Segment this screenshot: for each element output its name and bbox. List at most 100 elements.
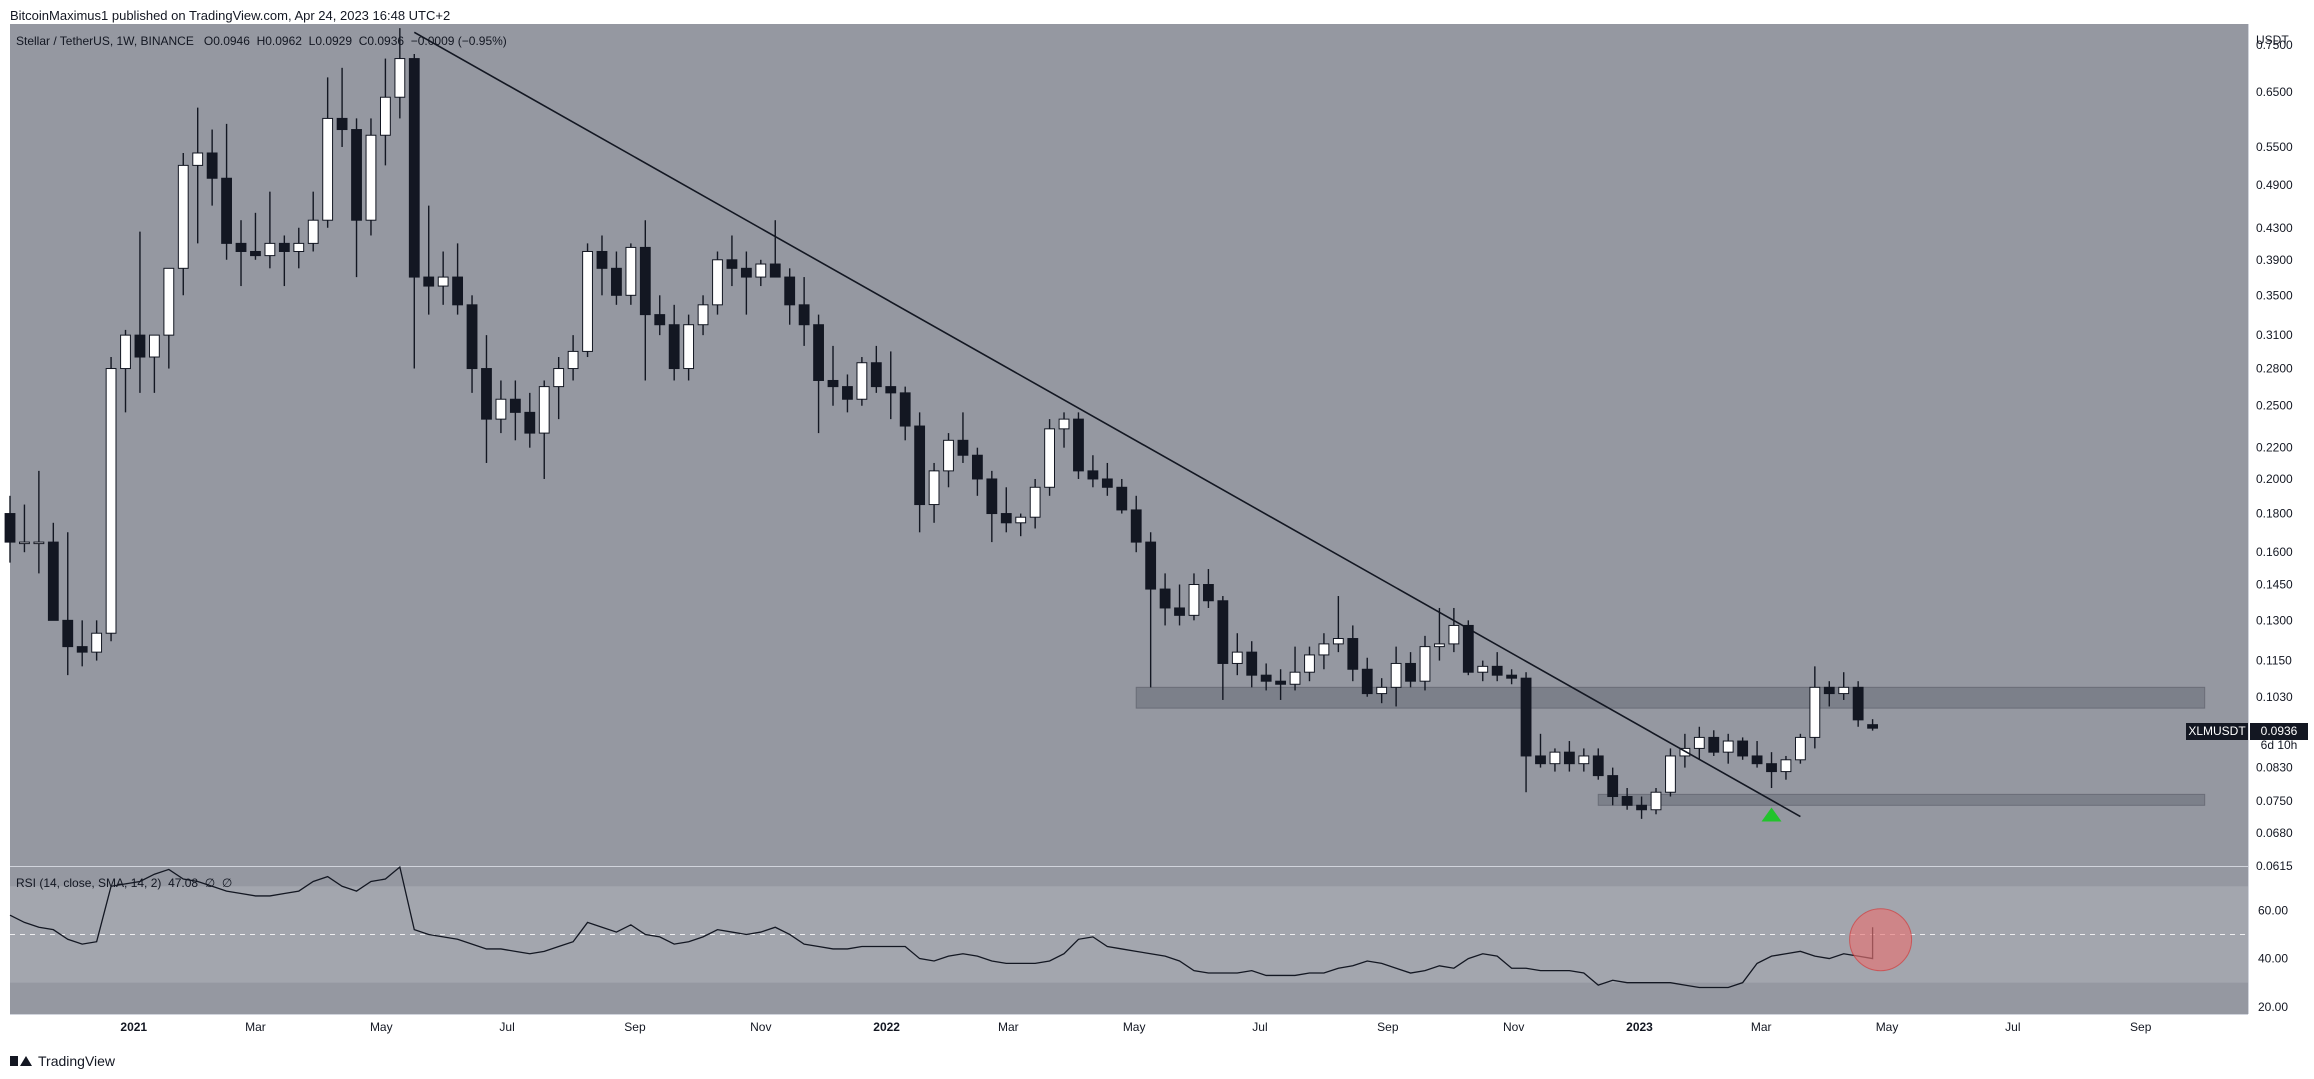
rsi-indicator <box>9 865 2248 989</box>
candle-body-95 <box>1376 686 1388 695</box>
time-tick-label: 2022 <box>873 1020 900 1034</box>
price-tick-label: 0.3100 <box>2256 328 2293 342</box>
time-tick-label: Mar <box>245 1020 266 1034</box>
candle-body-82 <box>1188 584 1200 616</box>
price-axis-background <box>2248 24 2314 1038</box>
chart-markers <box>1761 807 1782 822</box>
candle-body-36 <box>524 411 536 434</box>
price-tick-label: 0.4900 <box>2256 178 2293 192</box>
candle-body-13 <box>192 152 204 166</box>
price-tick-label: 0.1450 <box>2256 578 2293 592</box>
candle-body-118 <box>1708 736 1720 753</box>
price-tick-label: 0.2800 <box>2256 362 2293 376</box>
time-tick-label: Sep <box>1377 1020 1399 1034</box>
candle-body-16 <box>235 242 247 252</box>
candle-body-51 <box>740 267 752 278</box>
candle-body-49 <box>712 259 723 306</box>
candle-body-108 <box>1563 751 1575 765</box>
candle-body-115 <box>1665 755 1676 793</box>
low-value: 0.0929 <box>315 34 353 48</box>
candle-body-114 <box>1650 791 1662 811</box>
candle-body-120 <box>1737 740 1749 757</box>
candle-body-109 <box>1578 755 1590 765</box>
time-tick-label: Sep <box>2130 1020 2152 1034</box>
green-up-arrow-icon <box>1761 807 1782 822</box>
candle-body-1 <box>19 541 30 545</box>
candle-body-100 <box>1448 624 1460 645</box>
published-line: BitcoinMaximus1 published on TradingView… <box>10 8 451 23</box>
time-tick-label: May <box>370 1020 393 1034</box>
time-tick-label: Jul <box>2005 1020 2020 1034</box>
candle-body-75 <box>1087 470 1099 480</box>
time-tick-label: Nov <box>750 1020 771 1034</box>
price-tick-label: 0.2500 <box>2256 399 2293 413</box>
price-tick-label: 0.1600 <box>2256 545 2293 559</box>
candle-body-98 <box>1419 646 1431 682</box>
candle-body-110 <box>1592 755 1604 777</box>
candle-body-15 <box>221 177 232 244</box>
change-value: −0.0009 (−0.95%) <box>410 34 507 48</box>
rsi-legend: RSI (14, close, SMA, 14, 2) 47.08 ∅ ∅ <box>16 876 232 890</box>
candle-body-89 <box>1289 671 1301 685</box>
candle-body-78 <box>1130 509 1142 543</box>
candle-body-90 <box>1304 654 1315 673</box>
time-tick-label: Mar <box>1751 1020 1772 1034</box>
zone-1 <box>1597 793 2206 806</box>
candle-body-61 <box>885 386 897 394</box>
price-tick-label: 0.5500 <box>2256 140 2293 154</box>
candle-body-53 <box>769 263 781 278</box>
candle-body-63 <box>914 425 926 506</box>
candle-body-128 <box>1852 686 1864 721</box>
time-tick-label: May <box>1123 1020 1146 1034</box>
candle-body-0 <box>4 513 16 543</box>
rsi-label: RSI (14, close, SMA, 14, 2) <box>16 876 162 890</box>
candle-body-44 <box>639 246 651 316</box>
candle-body-69 <box>1000 513 1012 524</box>
candle-body-112 <box>1621 796 1633 806</box>
candle-body-92 <box>1332 638 1344 645</box>
candle-body-57 <box>827 379 839 388</box>
time-tick-label: May <box>1876 1020 1899 1034</box>
candle-body-83 <box>1203 584 1214 602</box>
candle-body-10 <box>148 334 160 358</box>
candle-body-52 <box>755 263 767 278</box>
symbol-legend: Stellar / TetherUS, 1W, BINANCE O0.0946 … <box>16 34 507 48</box>
candle-body-86 <box>1246 651 1258 676</box>
candle-body-71 <box>1029 486 1041 518</box>
price-tick-label: 0.3900 <box>2256 253 2293 267</box>
trendline-segment <box>413 31 1801 818</box>
candle-body-34 <box>495 398 507 420</box>
candle-body-87 <box>1260 674 1272 682</box>
candle-body-62 <box>899 392 911 427</box>
rsi-highlight-circle <box>1849 908 1913 972</box>
bar-countdown: 6d 10h <box>2260 738 2298 752</box>
candle-body-107 <box>1549 751 1561 765</box>
candle-body-8 <box>120 334 131 370</box>
candle-body-26 <box>379 96 391 136</box>
candle-body-66 <box>957 439 969 456</box>
candle-body-121 <box>1751 755 1763 765</box>
candlesticks <box>4 28 1879 819</box>
high-value: 0.0962 <box>265 34 302 48</box>
candle-body-99 <box>1434 643 1445 648</box>
candle-body-94 <box>1361 668 1373 695</box>
candle-body-54 <box>784 276 796 306</box>
candle-body-20 <box>293 242 305 252</box>
price-tick-label: 0.0750 <box>2256 794 2293 808</box>
candle-body-22 <box>322 117 334 221</box>
price-tick-label: 0.4300 <box>2256 221 2293 235</box>
candle-body-74 <box>1073 418 1084 472</box>
price-tick-label: 0.1800 <box>2256 507 2293 521</box>
candle-body-4 <box>62 619 74 648</box>
candle-body-117 <box>1693 736 1705 749</box>
rsi-tick-label: 60.00 <box>2258 903 2288 917</box>
price-tick-label: 0.1300 <box>2256 613 2293 627</box>
rsi-tick-label: 40.00 <box>2258 952 2288 966</box>
candle-body-84 <box>1217 600 1229 664</box>
symbol-name: Stellar / TetherUS, 1W, BINANCE <box>16 34 194 48</box>
candle-body-111 <box>1607 775 1619 798</box>
candle-body-81 <box>1174 607 1185 616</box>
time-axis-ticks: 2021 Mar May Jul Sep Nov 2022 Mar May Jul Sep Nov 20… <box>120 1020 2151 1034</box>
rsi-extra-2: ∅ <box>221 876 233 890</box>
